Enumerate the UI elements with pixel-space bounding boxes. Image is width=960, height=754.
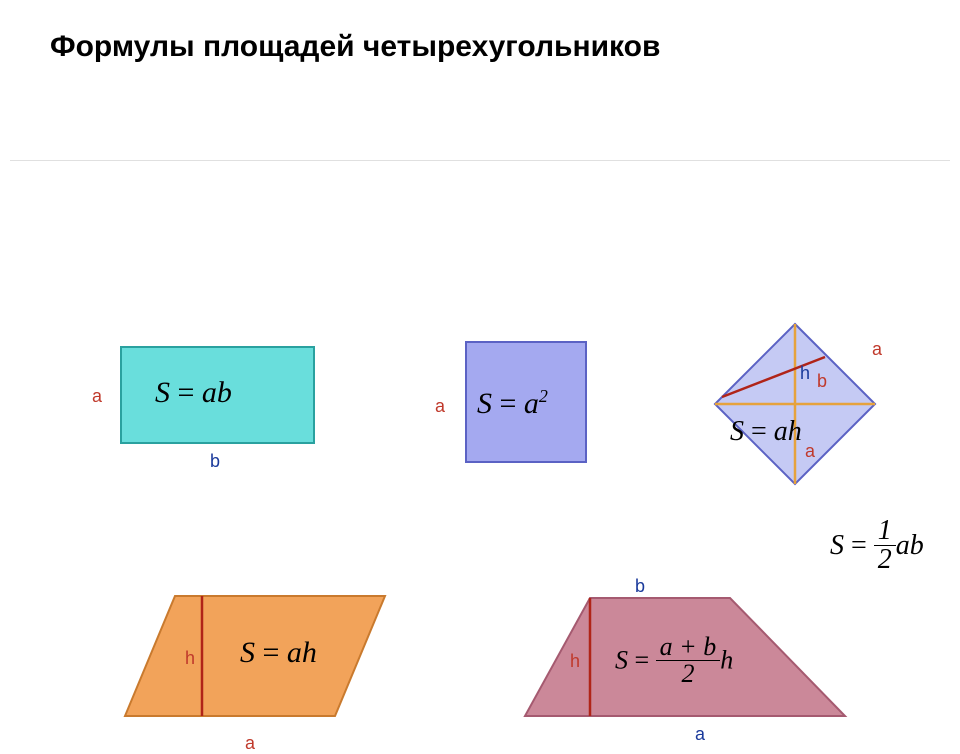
formula-S: S [240, 636, 255, 669]
square-formula: S = a2 [477, 386, 548, 421]
fraction: 12 [874, 517, 896, 574]
rhombus-formula-2: S = 12ab [830, 519, 924, 576]
formula-S: S [615, 645, 628, 674]
formula-S: S [155, 376, 170, 409]
formula-S: S [730, 416, 744, 447]
rhombus-label-side-a: a [872, 339, 882, 360]
square-label-a: a [435, 396, 445, 417]
parallelogram-label-a: a [245, 733, 255, 754]
formula-eq: = [492, 387, 524, 420]
formula-exp: 2 [539, 386, 548, 406]
parallelogram-label-h: h [185, 648, 195, 669]
formula-rhs: ah [774, 416, 802, 447]
formula-rhs: ah [287, 636, 317, 669]
formula-tail: ab [896, 530, 924, 561]
formula-eq: = [744, 416, 774, 447]
rectangle-label-a: a [92, 386, 102, 407]
fraction-den: 2 [656, 661, 721, 687]
trapezoid-label-b: b [635, 576, 645, 597]
rhombus-label-diag-a: a [805, 441, 815, 462]
rhombus-shape [710, 319, 880, 489]
formula-rhs: ab [202, 376, 232, 409]
formula-eq: = [844, 530, 874, 561]
fraction: a + b2 [656, 634, 721, 687]
trapezoid-formula: S = a + b2h [615, 636, 733, 689]
rhombus-formula-1: S = ah [730, 416, 802, 448]
parallelogram-formula: S = ah [240, 636, 317, 670]
formula-S: S [830, 530, 844, 561]
formula-eq: = [628, 645, 656, 674]
figures-panel: a b S = ab a S = a2 a b h a S = ah S = 1… [10, 160, 950, 710]
formula-eq: = [170, 376, 202, 409]
formula-base: a [524, 387, 539, 420]
formula-S: S [477, 387, 492, 420]
rhombus-svg [710, 319, 880, 489]
formula-tail: h [720, 645, 733, 674]
trapezoid-label-h: h [570, 651, 580, 672]
fraction-den: 2 [874, 546, 896, 574]
trapezoid-label-a: a [695, 724, 705, 745]
rectangle-label-b: b [210, 451, 220, 472]
rhombus-label-h: h [800, 363, 810, 384]
rhombus-label-diag-b: b [817, 371, 827, 392]
page-title: Формулы площадей четырехугольников [50, 30, 660, 64]
fraction-num: 1 [874, 517, 896, 546]
fraction-num: a + b [656, 634, 721, 661]
formula-eq: = [255, 636, 287, 669]
rectangle-formula: S = ab [155, 376, 232, 410]
